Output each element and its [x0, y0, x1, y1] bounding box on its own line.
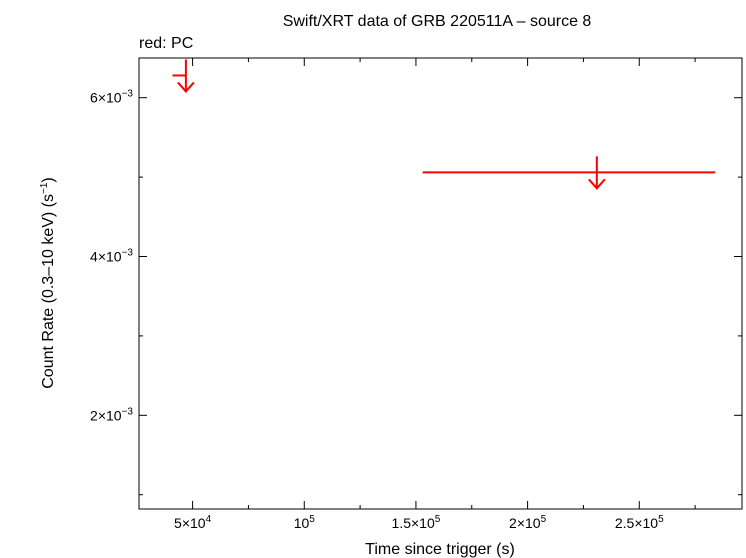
x-axis-label: Time since trigger (s) [365, 541, 515, 558]
y-tick-label: 4×10−3 [90, 248, 133, 265]
y-tick-label: 6×10−3 [90, 89, 133, 106]
x-tick-label: 2.5×105 [615, 514, 664, 531]
upper-limit-point [422, 156, 716, 190]
chart-title: Swift/XRT data of GRB 220511A – source 8 [283, 13, 592, 30]
x-tick-label: 1.5×105 [392, 514, 441, 531]
upper-limit-arrowhead [588, 178, 606, 190]
data-marks [172, 59, 716, 190]
y-tick-label: 2×10−3 [90, 406, 133, 423]
axis-ticks [139, 58, 742, 509]
x-tick-label: 2×105 [509, 514, 547, 531]
x-tick-label: 5×104 [174, 514, 212, 531]
upper-limit-point [172, 59, 195, 93]
x-tick-label: 105 [294, 514, 316, 531]
x-tick-labels: 5×104 105 1.5×105 2×105 2.5×105 [174, 514, 664, 531]
upper-limit-arrowhead [177, 81, 195, 93]
plot-frame [138, 57, 743, 510]
y-tick-labels: 2×10−3 4×10−3 6×10−3 [90, 89, 133, 424]
chart-subtitle: red: PC [139, 35, 193, 52]
y-axis-label: Count Rate (0.3–10 keV) (s−1) [39, 177, 57, 389]
